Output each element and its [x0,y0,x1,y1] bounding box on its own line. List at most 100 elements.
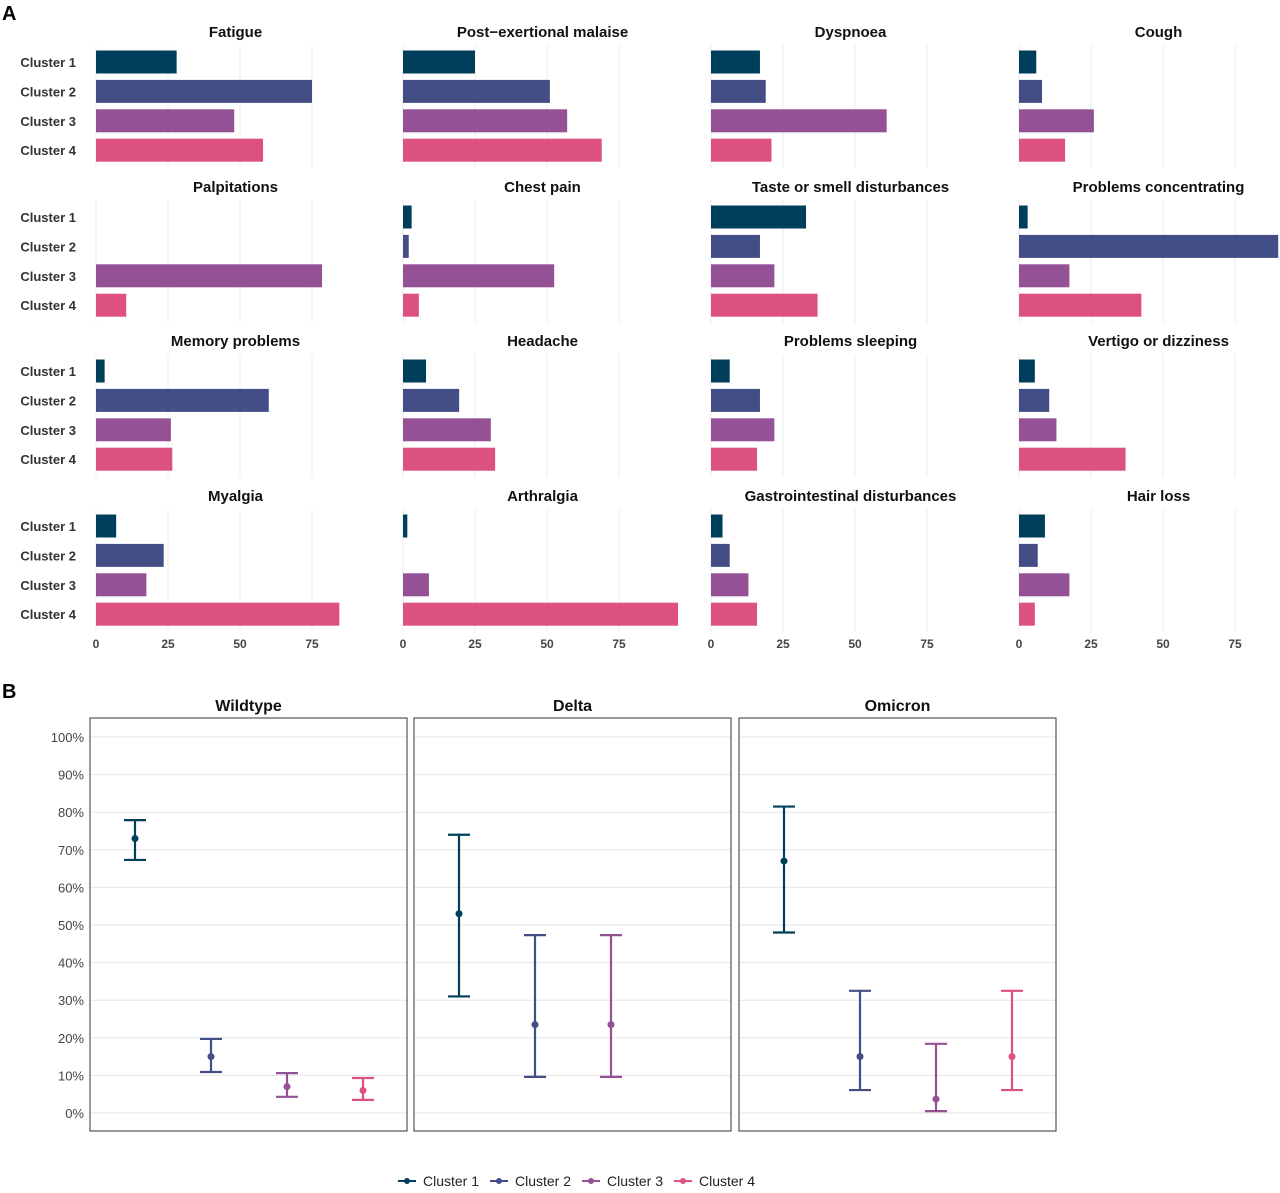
y-tick-label: 0% [65,1106,84,1121]
bar [96,50,177,74]
bar [403,109,568,133]
bar [711,234,760,258]
bar [1019,264,1070,288]
x-tick-label: 50 [233,637,247,651]
data-point [531,1021,539,1029]
bar [1019,359,1035,383]
y-tick-label: 40% [58,956,84,971]
facet-title: Wildtype [215,698,282,715]
legend-key-point [588,1178,594,1184]
facet-title: Headache [507,333,578,350]
bar [711,50,760,74]
panel-border [413,717,732,1132]
data-point [607,1021,615,1029]
legend-label: Cluster 3 [607,1173,663,1188]
legend-key-point [404,1178,410,1184]
bar [711,543,730,567]
bar [96,514,117,538]
bar [96,79,312,103]
data-point [455,910,463,918]
category-label: Cluster 1 [20,519,76,534]
bar [96,109,235,133]
panel-label-b: B [2,681,16,703]
category-label: Cluster 4 [20,143,76,158]
x-tick-label: 50 [848,637,862,651]
bar [96,418,171,442]
legend-label: Cluster 2 [515,1173,571,1188]
category-label: Cluster 2 [20,239,76,254]
x-tick-label: 25 [776,637,790,651]
bar [711,418,775,442]
bar [96,359,105,383]
bar [96,388,269,412]
bar [403,50,475,74]
facet-title: Memory problems [171,333,300,350]
y-tick-label: 100% [51,730,85,745]
bar [711,514,723,538]
category-label: Cluster 1 [20,55,76,70]
category-label: Cluster 3 [20,269,76,284]
facet-title: Chest pain [504,179,581,196]
category-label: Cluster 2 [20,548,76,563]
facet-title: Hair loss [1127,488,1190,505]
category-label: Cluster 1 [20,210,76,225]
data-point [131,835,139,843]
x-tick-label: 25 [468,637,482,651]
bar [711,205,807,229]
bar [96,543,164,567]
category-label: Cluster 4 [20,452,76,467]
category-label: Cluster 2 [20,393,76,408]
panel-border [738,717,1057,1132]
facet-title: Palpitations [193,179,278,196]
bar [403,573,429,597]
data-point [932,1095,940,1103]
bar [403,359,427,383]
bar [403,388,460,412]
bar [1019,50,1037,74]
facet-title: Arthralgia [507,488,579,505]
bar [403,293,419,317]
bar [711,602,758,626]
facet-title: Taste or smell disturbances [752,179,949,196]
bar [711,359,730,383]
bar [1019,573,1070,597]
facet-title: Dyspnoea [815,24,887,41]
y-tick-label: 80% [58,805,84,820]
y-tick-label: 90% [58,768,84,783]
bar [403,138,602,162]
bar [711,138,772,162]
bar [711,293,818,317]
bar [1019,79,1043,103]
x-tick-label: 25 [1084,637,1098,651]
x-tick-label: 75 [920,637,934,651]
category-label: Cluster 3 [20,423,76,438]
bar [1019,447,1126,471]
legend-label: Cluster 4 [699,1173,755,1188]
bar [403,79,550,103]
y-tick-label: 30% [58,993,84,1008]
legend-key-point [680,1178,686,1184]
bar [1019,205,1028,229]
legend-key-point [496,1178,502,1184]
bar [711,388,760,412]
bar [403,418,491,442]
bar [1019,388,1050,412]
x-tick-label: 0 [1016,637,1023,651]
bar [1019,543,1038,567]
data-point [856,1053,864,1061]
data-point [359,1086,367,1094]
x-tick-label: 0 [708,637,715,651]
x-tick-label: 50 [540,637,554,651]
bar [403,447,496,471]
category-label: Cluster 3 [20,578,76,593]
data-point [780,857,788,865]
bar [403,264,555,288]
facet-title: Myalgia [208,488,264,505]
bar [403,234,409,258]
facet-title: Delta [553,698,592,715]
bar [711,573,749,597]
bar [1019,234,1279,258]
facet-title: Omicron [865,698,931,715]
bar [403,602,679,626]
y-tick-label: 10% [58,1068,84,1083]
